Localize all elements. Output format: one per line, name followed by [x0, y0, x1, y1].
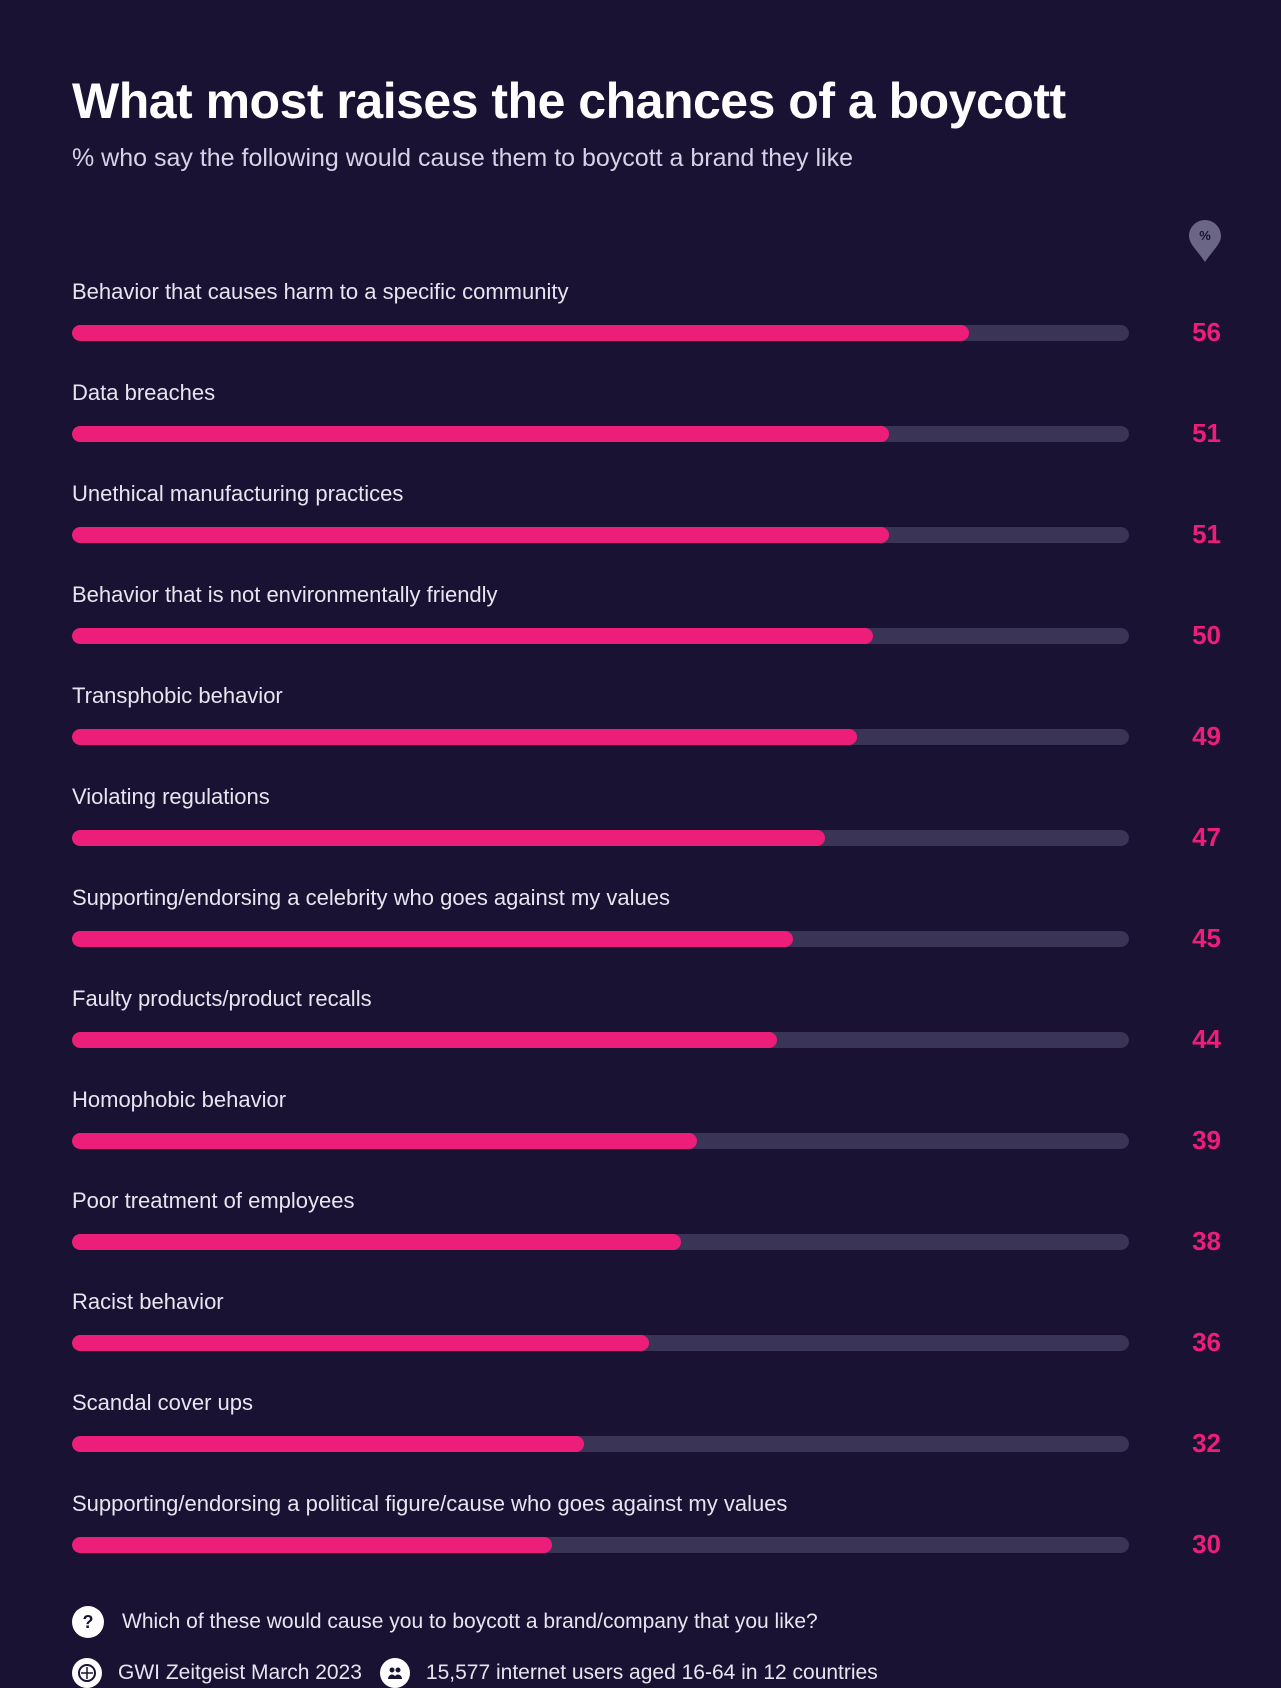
bar-track	[72, 729, 1129, 745]
bar-value: 49	[1167, 721, 1221, 752]
bar-line: 36	[72, 1327, 1221, 1358]
bar-track	[72, 1133, 1129, 1149]
bar-row: Data breaches 51	[72, 380, 1221, 449]
bar-value: 47	[1167, 822, 1221, 853]
bar-fill	[72, 628, 873, 644]
bar-fill	[72, 1537, 552, 1553]
bar-label: Unethical manufacturing practices	[72, 481, 1221, 507]
bar-value: 51	[1167, 519, 1221, 550]
bar-track	[72, 1335, 1129, 1351]
bar-track	[72, 1032, 1129, 1048]
bar-fill	[72, 426, 889, 442]
bar-row: Homophobic behavior 39	[72, 1087, 1221, 1156]
bar-line: 45	[72, 923, 1221, 954]
bar-value: 44	[1167, 1024, 1221, 1055]
bar-track	[72, 931, 1129, 947]
svg-text:%: %	[1199, 228, 1211, 243]
bar-row: Transphobic behavior 49	[72, 683, 1221, 752]
source-icon	[72, 1658, 102, 1688]
bar-fill	[72, 1335, 649, 1351]
bar-fill	[72, 1032, 777, 1048]
bar-value: 45	[1167, 923, 1221, 954]
bar-chart: Behavior that causes harm to a specific …	[72, 279, 1221, 1560]
footer-sample-text: 15,577 internet users aged 16-64 in 12 c…	[426, 1661, 878, 1685]
bar-line: 56	[72, 317, 1221, 348]
bar-row: Scandal cover ups 32	[72, 1390, 1221, 1459]
bar-track	[72, 1537, 1129, 1553]
bar-fill	[72, 931, 793, 947]
bar-label: Supporting/endorsing a political figure/…	[72, 1491, 1221, 1517]
bar-label: Faulty products/product recalls	[72, 986, 1221, 1012]
bar-fill	[72, 1436, 584, 1452]
bar-track	[72, 1436, 1129, 1452]
bar-label: Supporting/endorsing a celebrity who goe…	[72, 885, 1221, 911]
bar-value: 50	[1167, 620, 1221, 651]
bar-line: 30	[72, 1529, 1221, 1560]
footer-source-text: GWI Zeitgeist March 2023	[118, 1661, 362, 1685]
bar-line: 50	[72, 620, 1221, 651]
bar-value: 36	[1167, 1327, 1221, 1358]
bar-track	[72, 527, 1129, 543]
chart-subtitle: % who say the following would cause them…	[72, 144, 1221, 173]
footer-source-row: GWI Zeitgeist March 2023 15,577 internet…	[72, 1658, 1221, 1688]
bar-row: Behavior that causes harm to a specific …	[72, 279, 1221, 348]
bar-label: Violating regulations	[72, 784, 1221, 810]
bar-row: Behavior that is not environmentally fri…	[72, 582, 1221, 651]
bar-value: 32	[1167, 1428, 1221, 1459]
bar-row: Poor treatment of employees 38	[72, 1188, 1221, 1257]
bar-fill	[72, 830, 825, 846]
value-column-header: %	[72, 221, 1221, 261]
bar-track	[72, 830, 1129, 846]
bar-row: Supporting/endorsing a celebrity who goe…	[72, 885, 1221, 954]
bar-row: Supporting/endorsing a political figure/…	[72, 1491, 1221, 1560]
bar-track	[72, 1234, 1129, 1250]
bar-track	[72, 628, 1129, 644]
bar-label: Behavior that is not environmentally fri…	[72, 582, 1221, 608]
bar-label: Data breaches	[72, 380, 1221, 406]
bar-fill	[72, 1234, 681, 1250]
bar-fill	[72, 325, 969, 341]
bar-line: 49	[72, 721, 1221, 752]
bar-value: 38	[1167, 1226, 1221, 1257]
bar-fill	[72, 527, 889, 543]
bar-label: Scandal cover ups	[72, 1390, 1221, 1416]
bar-label: Transphobic behavior	[72, 683, 1221, 709]
bar-label: Homophobic behavior	[72, 1087, 1221, 1113]
bar-value: 51	[1167, 418, 1221, 449]
question-icon: ?	[72, 1606, 104, 1638]
bar-line: 44	[72, 1024, 1221, 1055]
bar-value: 30	[1167, 1529, 1221, 1560]
bar-line: 38	[72, 1226, 1221, 1257]
bar-line: 32	[72, 1428, 1221, 1459]
footer-question-text: Which of these would cause you to boycot…	[122, 1610, 818, 1634]
bar-line: 47	[72, 822, 1221, 853]
bar-fill	[72, 729, 857, 745]
bar-track	[72, 426, 1129, 442]
bar-line: 39	[72, 1125, 1221, 1156]
bar-row: Faulty products/product recalls 44	[72, 986, 1221, 1055]
bar-line: 51	[72, 418, 1221, 449]
chart-footer: ? Which of these would cause you to boyc…	[72, 1606, 1221, 1688]
bar-value: 39	[1167, 1125, 1221, 1156]
bar-fill	[72, 1133, 697, 1149]
chart-title: What most raises the chances of a boycot…	[72, 72, 1221, 130]
footer-question-row: ? Which of these would cause you to boyc…	[72, 1606, 1221, 1638]
bar-row: Violating regulations 47	[72, 784, 1221, 853]
bar-line: 51	[72, 519, 1221, 550]
bar-label: Racist behavior	[72, 1289, 1221, 1315]
bar-track	[72, 325, 1129, 341]
bar-value: 56	[1167, 317, 1221, 348]
percent-badge-icon: %	[1189, 221, 1221, 261]
sample-icon	[380, 1658, 410, 1688]
bar-row: Racist behavior 36	[72, 1289, 1221, 1358]
bar-label: Behavior that causes harm to a specific …	[72, 279, 1221, 305]
bar-label: Poor treatment of employees	[72, 1188, 1221, 1214]
bar-row: Unethical manufacturing practices 51	[72, 481, 1221, 550]
